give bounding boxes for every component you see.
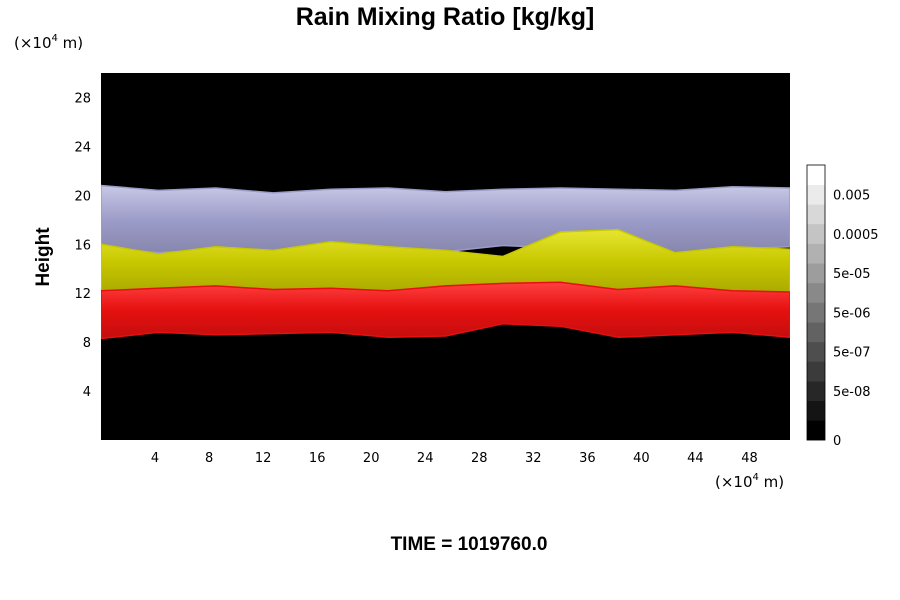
y-axis-unit: (×104 m) <box>14 33 83 52</box>
y-axis-ticks: 4 8 12 16 20 24 28 <box>74 92 91 401</box>
colorbar-level <box>807 381 825 402</box>
colorbar-label: 5e-07 <box>833 346 871 361</box>
colorbar-label: 0.0005 <box>833 228 879 243</box>
colorbar-level <box>807 165 825 185</box>
x-tick-label: 44 <box>687 451 704 466</box>
colorbar-label: 5e-06 <box>833 306 871 321</box>
x-axis-ticks: 4 8 12 16 20 24 28 32 36 40 44 48 <box>151 451 758 466</box>
x-tick-label: 36 <box>579 451 596 466</box>
y-tick-label: 4 <box>83 385 91 400</box>
x-tick-label: 32 <box>525 451 542 466</box>
layer-lavender <box>101 184 790 258</box>
colorbar-level <box>807 341 825 362</box>
y-tick-label: 24 <box>74 140 91 155</box>
chart-title: Rain Mixing Ratio [kg/kg] <box>296 3 595 31</box>
time-label: TIME = 1019760.0 <box>391 534 548 555</box>
y-tick-label: 12 <box>74 287 91 302</box>
colorbar-level <box>807 322 825 343</box>
colorbar-level <box>807 184 825 205</box>
x-tick-label: 4 <box>151 451 159 466</box>
y-tick-label: 8 <box>83 336 91 351</box>
x-tick-label: 28 <box>471 451 488 466</box>
x-tick-label: 8 <box>205 451 213 466</box>
colorbar-level <box>807 204 825 225</box>
colorbar-level <box>807 361 825 382</box>
colorbar: 0.005 0.0005 5e-05 5e-06 5e-07 5e-08 0 <box>806 164 879 449</box>
colorbar-level <box>807 302 825 323</box>
x-tick-label: 12 <box>255 451 272 466</box>
x-axis-unit: (×104 m) <box>715 472 784 491</box>
colorbar-frame <box>806 164 826 441</box>
layer-red <box>101 281 790 340</box>
colorbar-level <box>807 420 825 441</box>
y-tick-label: 16 <box>74 238 91 253</box>
x-tick-label: 20 <box>363 451 380 466</box>
x-tick-label: 48 <box>741 451 758 466</box>
colorbar-level <box>807 223 825 244</box>
colorbar-level <box>807 243 825 264</box>
y-tick-label: 20 <box>74 189 91 204</box>
plot-area <box>101 73 790 440</box>
colorbar-level <box>807 400 825 421</box>
x-tick-label: 24 <box>417 451 434 466</box>
colorbar-label: 0.005 <box>833 189 870 204</box>
y-axis-label: Height <box>33 227 54 287</box>
colorbar-level <box>807 263 825 284</box>
y-tick-label: 28 <box>74 92 91 107</box>
colorbar-label: 0 <box>833 434 841 449</box>
colorbar-label: 5e-05 <box>833 267 871 282</box>
colorbar-label: 5e-08 <box>833 385 871 400</box>
colorbar-level <box>807 282 825 303</box>
x-tick-label: 16 <box>309 451 326 466</box>
x-tick-label: 40 <box>633 451 650 466</box>
